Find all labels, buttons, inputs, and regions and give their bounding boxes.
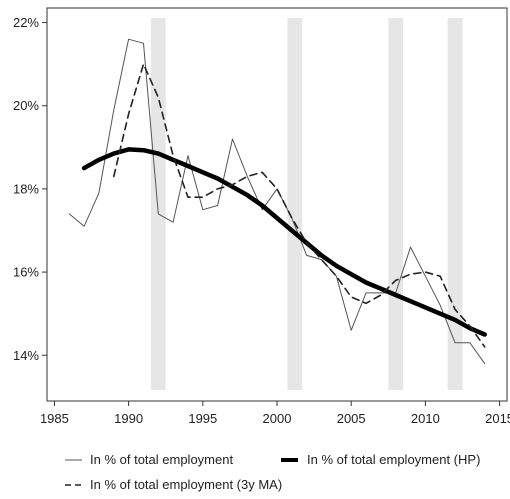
x-tick-label: 2000 xyxy=(263,411,292,426)
series-layer xyxy=(68,38,487,365)
legend-label-dashed: In % of total employment (3y MA) xyxy=(90,477,282,492)
y-tick-label: 16% xyxy=(13,265,39,280)
shaded-period-2 xyxy=(287,18,303,390)
legend: In % of total employment In % of total e… xyxy=(65,452,480,492)
legend-label-thick: In % of total employment (HP) xyxy=(307,452,480,467)
shaded-period-1 xyxy=(150,18,166,390)
y-axis-ticks: 14% 16% 18% 20% 22% xyxy=(13,15,47,363)
y-tick-label: 20% xyxy=(13,98,39,113)
x-tick-label: 2005 xyxy=(337,411,366,426)
shaded-period-4 xyxy=(447,18,463,390)
x-tick-label: 1995 xyxy=(188,411,217,426)
x-axis-ticks: 1985 1990 1995 2000 2005 2010 2015 xyxy=(40,401,510,426)
series-line-thick xyxy=(81,147,487,337)
y-tick-label: 22% xyxy=(13,15,39,30)
series-line-dashed xyxy=(113,63,486,348)
y-tick-label: 18% xyxy=(13,181,39,196)
y-tick-label: 14% xyxy=(13,348,39,363)
shaded-period-3 xyxy=(388,18,404,390)
legend-label-thin: In % of total employment xyxy=(90,452,233,467)
x-tick-label: 2015 xyxy=(485,411,510,426)
x-tick-label: 1990 xyxy=(114,411,143,426)
x-tick-label: 2010 xyxy=(411,411,440,426)
series-line-thin xyxy=(68,38,486,365)
recession-shading-layer xyxy=(150,18,463,390)
x-tick-label: 1985 xyxy=(40,411,69,426)
